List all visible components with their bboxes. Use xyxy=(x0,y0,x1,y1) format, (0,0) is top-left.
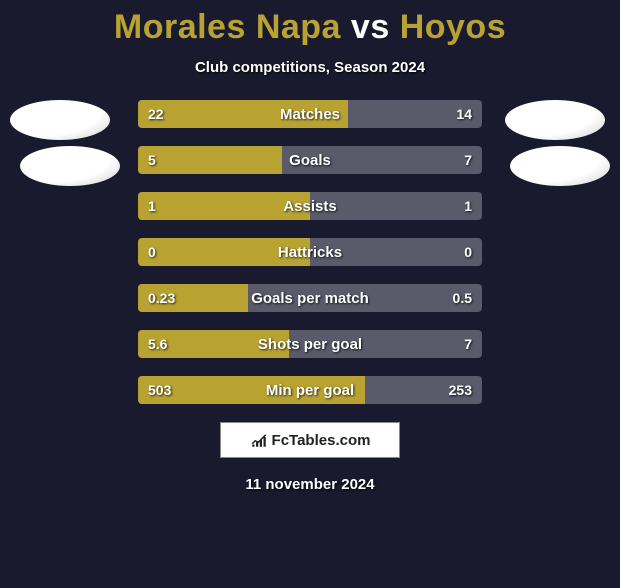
stat-bar-row: 0.23Goals per match0.5 xyxy=(138,284,482,312)
stat-label: Goals xyxy=(138,146,482,174)
player1-club-avatar-icon xyxy=(20,146,120,186)
stat-right-value: 7 xyxy=(464,330,472,358)
stat-label: Matches xyxy=(138,100,482,128)
stat-right-value: 14 xyxy=(456,100,472,128)
comparison-chart: 22Matches14 5Goals7 1Assists1 0Hattricks0 0.… xyxy=(0,100,620,404)
stat-right-value: 0.5 xyxy=(453,284,472,312)
player2-name: Hoyos xyxy=(400,8,506,46)
stat-bar-row: 5Goals7 xyxy=(138,146,482,174)
player1-avatar-icon xyxy=(10,100,110,140)
stat-label: Goals per match xyxy=(138,284,482,312)
stat-right-value: 1 xyxy=(464,192,472,220)
stat-label: Min per goal xyxy=(138,376,482,404)
stat-label: Shots per goal xyxy=(138,330,482,358)
watermark-text: FcTables.com xyxy=(272,432,371,449)
stat-bar-row: 1Assists1 xyxy=(138,192,482,220)
player2-club-avatar-icon xyxy=(510,146,610,186)
stat-bar-row: 5.6Shots per goal7 xyxy=(138,330,482,358)
stat-label: Hattricks xyxy=(138,238,482,266)
date-label: 11 november 2024 xyxy=(0,476,620,493)
stat-label: Assists xyxy=(138,192,482,220)
stat-right-value: 7 xyxy=(464,146,472,174)
subtitle: Club competitions, Season 2024 xyxy=(0,59,620,76)
watermark-badge: FcTables.com xyxy=(220,422,400,458)
stat-right-value: 253 xyxy=(449,376,472,404)
stat-bar-row: 0Hattricks0 xyxy=(138,238,482,266)
chart-icon xyxy=(250,431,268,449)
vs-label: vs xyxy=(351,8,390,46)
stat-bars-container: 22Matches14 5Goals7 1Assists1 0Hattricks0 0.… xyxy=(138,100,482,404)
player1-name: Morales Napa xyxy=(114,8,341,46)
stat-bar-row: 503Min per goal253 xyxy=(138,376,482,404)
stat-right-value: 0 xyxy=(464,238,472,266)
player2-avatar-icon xyxy=(505,100,605,140)
stat-bar-row: 22Matches14 xyxy=(138,100,482,128)
comparison-title: Morales Napa vs Hoyos xyxy=(0,8,620,47)
